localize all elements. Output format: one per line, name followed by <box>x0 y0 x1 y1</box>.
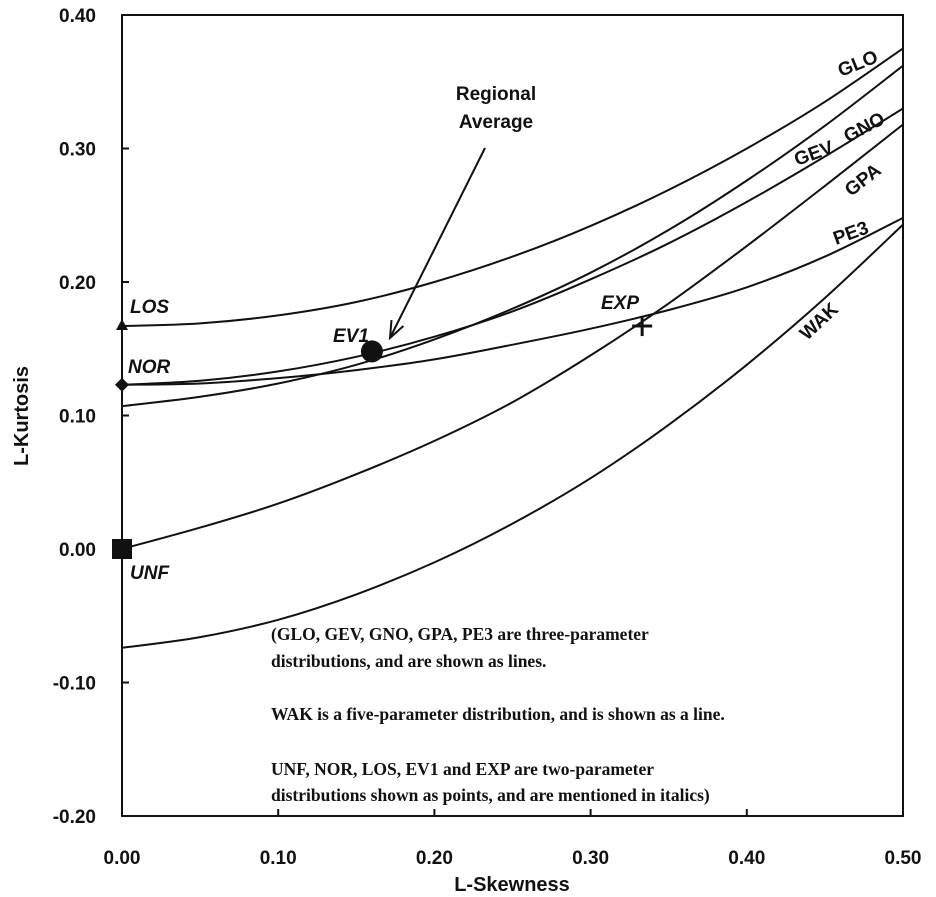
point-label-exp: EXP <box>601 293 639 314</box>
curve-glo <box>121 47 904 328</box>
points-layer <box>112 316 653 559</box>
x-tick-label: 0.50 <box>885 848 922 869</box>
note-line-1: (GLO, GEV, GNO, GPA, PE3 are three-param… <box>271 624 649 644</box>
y-tick-label: -0.10 <box>53 674 96 695</box>
x-tick-label: 0.10 <box>260 848 297 869</box>
y-tick-label: 0.20 <box>59 273 96 294</box>
curve-gpa <box>121 123 904 550</box>
regional-average-arrow <box>389 147 486 339</box>
plot-frame <box>121 14 904 817</box>
y-tick-label: 0.10 <box>59 407 96 428</box>
curve-label-gpa: GPA <box>841 160 885 201</box>
y-tick-label: -0.20 <box>53 807 96 828</box>
y-tick-label: 0.30 <box>59 140 96 161</box>
x-tick-label: 0.20 <box>416 848 453 869</box>
point-label-nor: NOR <box>128 357 171 378</box>
note-line-4: UNF, NOR, LOS, EV1 and EXP are two-param… <box>271 759 654 779</box>
notes-block: (GLO, GEV, GNO, GPA, PE3 are three-param… <box>271 624 725 805</box>
x-tick-label: 0.30 <box>572 848 609 869</box>
x-axis: 0.00 0.10 0.20 0.30 0.40 0.50 <box>104 809 922 869</box>
y-tick-label: 0.40 <box>59 6 96 27</box>
point-label-unf: UNF <box>130 563 170 584</box>
y-axis-title: L-Kurtosis <box>11 366 33 466</box>
regional-average-label-line1: Regional <box>456 84 536 105</box>
curve-pe3 <box>121 217 904 386</box>
regional-average-label-line2: Average <box>459 112 533 133</box>
point-nor <box>115 377 129 392</box>
y-tick-label: 0.00 <box>59 540 96 561</box>
labels-layer: GLOGEVGNOGPAPE3WAKLOSNORUNFEV1EXPRegiona… <box>128 47 889 584</box>
point-unf <box>112 539 132 559</box>
note-line-3: WAK is a five-parameter distribution, an… <box>271 704 725 724</box>
y-axis: 0.40 0.30 0.20 0.10 0.00 -0.10 -0.20 <box>53 6 129 828</box>
curve-gno <box>121 107 904 386</box>
curve-label-gev: GEV <box>792 137 837 171</box>
point-los <box>116 319 128 331</box>
curve-gev <box>121 64 904 408</box>
regional-average-marker <box>360 340 383 363</box>
curve-label-wak: WAK <box>796 299 843 345</box>
x-tick-label: 0.00 <box>104 848 141 869</box>
point-label-los: LOS <box>130 297 169 318</box>
point-label-ev1: EV1 <box>333 326 369 347</box>
note-line-2: distributions, and are shown as lines. <box>271 651 546 671</box>
curves-layer <box>121 47 904 649</box>
arrow-head <box>388 320 405 341</box>
x-tick-label: 0.40 <box>728 848 765 869</box>
curve-label-glo: GLO <box>835 47 881 82</box>
point-exp <box>632 316 653 337</box>
curve-wak <box>121 223 904 649</box>
note-line-5: distributions shown as points, and are m… <box>271 785 710 805</box>
x-axis-title: L-Skewness <box>454 874 570 896</box>
